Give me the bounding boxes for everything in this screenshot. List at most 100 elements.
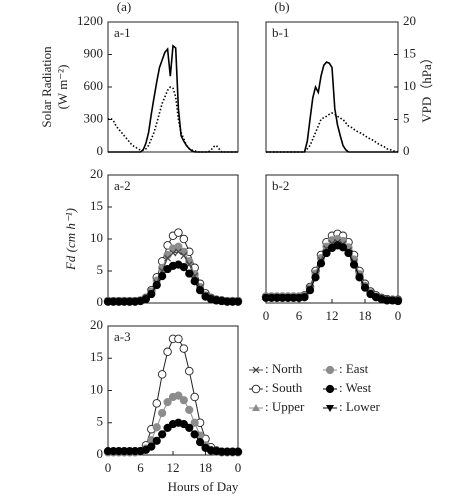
marker	[311, 273, 320, 282]
marker	[233, 447, 243, 456]
marker	[185, 423, 194, 433]
marker	[185, 405, 194, 414]
marker	[179, 396, 188, 405]
marker	[152, 436, 161, 445]
marker	[316, 259, 326, 268]
panel-label: a-1	[114, 25, 131, 40]
y2-tick-label: 15	[403, 45, 416, 60]
marker	[147, 442, 156, 451]
y-tick-label: 600	[84, 78, 104, 93]
series-line	[266, 112, 399, 153]
y-tick-label: 10	[90, 381, 103, 396]
y2-tick-label: 0	[403, 143, 410, 158]
marker	[190, 392, 199, 402]
legend-label: : East	[339, 361, 369, 376]
x-tick-label: 12	[326, 308, 339, 323]
y-axis-label: (W m⁻²)	[55, 65, 70, 110]
marker	[157, 370, 167, 379]
series-line	[108, 246, 238, 302]
marker	[360, 283, 370, 292]
marker	[158, 430, 167, 439]
panel-label: a-3	[114, 329, 131, 344]
y-tick-label: 15	[90, 349, 103, 364]
y-axis-label: Solar Radiation	[39, 46, 54, 128]
marker	[152, 399, 161, 408]
marker	[158, 408, 167, 418]
x-tick-label: 0	[235, 460, 242, 475]
marker	[163, 347, 172, 357]
marker	[174, 391, 183, 400]
marker	[393, 296, 403, 306]
marker	[322, 248, 331, 258]
marker	[349, 260, 359, 269]
x-axis-label: Hours of Day	[168, 479, 239, 494]
series-line	[266, 61, 398, 153]
marker	[305, 286, 315, 295]
y-tick-label: 900	[84, 45, 104, 60]
marker	[195, 438, 205, 447]
marker	[325, 365, 335, 375]
marker	[325, 384, 335, 394]
x-tick-label: 0	[395, 308, 402, 323]
marker	[190, 418, 199, 427]
marker	[190, 277, 199, 286]
marker	[179, 234, 189, 244]
marker	[163, 423, 172, 433]
marker	[141, 295, 151, 304]
marker	[179, 263, 188, 272]
marker	[252, 404, 260, 411]
marker	[179, 419, 188, 429]
x-tick-label: 6	[137, 460, 144, 475]
marker	[158, 272, 167, 281]
marker	[174, 248, 182, 256]
marker	[152, 423, 161, 432]
marker	[163, 398, 172, 407]
y2-tick-label: 10	[403, 78, 416, 93]
x-tick-label: 0	[263, 308, 270, 323]
y-tick-label: 1200	[77, 13, 103, 28]
panel-label: b-1	[272, 25, 289, 40]
y-tick-label: 5	[97, 262, 104, 277]
marker	[190, 430, 199, 439]
y-tick-label: 15	[90, 198, 103, 213]
panel-frame	[107, 21, 239, 153]
x-tick-label: 12	[167, 460, 180, 475]
marker	[164, 254, 172, 262]
y-axis-label: Fd (cm h⁻¹)	[63, 208, 78, 271]
legend-label: : North	[265, 361, 303, 376]
marker	[326, 405, 334, 412]
series-line	[108, 251, 238, 302]
y-tick-label: 10	[90, 230, 103, 245]
marker	[195, 286, 205, 295]
marker	[233, 297, 243, 306]
marker	[174, 228, 183, 237]
marker	[152, 280, 161, 290]
column-header: (b)	[274, 0, 289, 14]
marker	[169, 249, 177, 257]
marker	[300, 293, 309, 302]
y2-axis-label: VPD（hPa）	[419, 51, 434, 123]
column-header: (a)	[117, 0, 131, 14]
marker	[355, 273, 364, 282]
marker	[184, 366, 194, 376]
x-tick-label: 6	[296, 308, 303, 323]
y-tick-label: 20	[90, 166, 103, 181]
marker	[251, 384, 261, 394]
y-tick-label: 0	[97, 446, 104, 461]
y2-tick-label: 5	[403, 110, 410, 125]
series-line	[107, 86, 238, 153]
x-tick-label: 18	[199, 460, 212, 475]
marker	[147, 289, 156, 299]
x-tick-label: 0	[105, 460, 112, 475]
y2-tick-label: 20	[403, 13, 416, 28]
marker	[180, 252, 188, 260]
panel-label: a-2	[114, 178, 131, 193]
marker	[174, 242, 183, 251]
panel-frame	[265, 21, 399, 153]
legend-label: : Upper	[265, 399, 305, 414]
marker	[174, 334, 183, 344]
panel-label: b-2	[272, 178, 289, 193]
y-tick-label: 5	[97, 414, 104, 429]
marker	[344, 248, 353, 258]
